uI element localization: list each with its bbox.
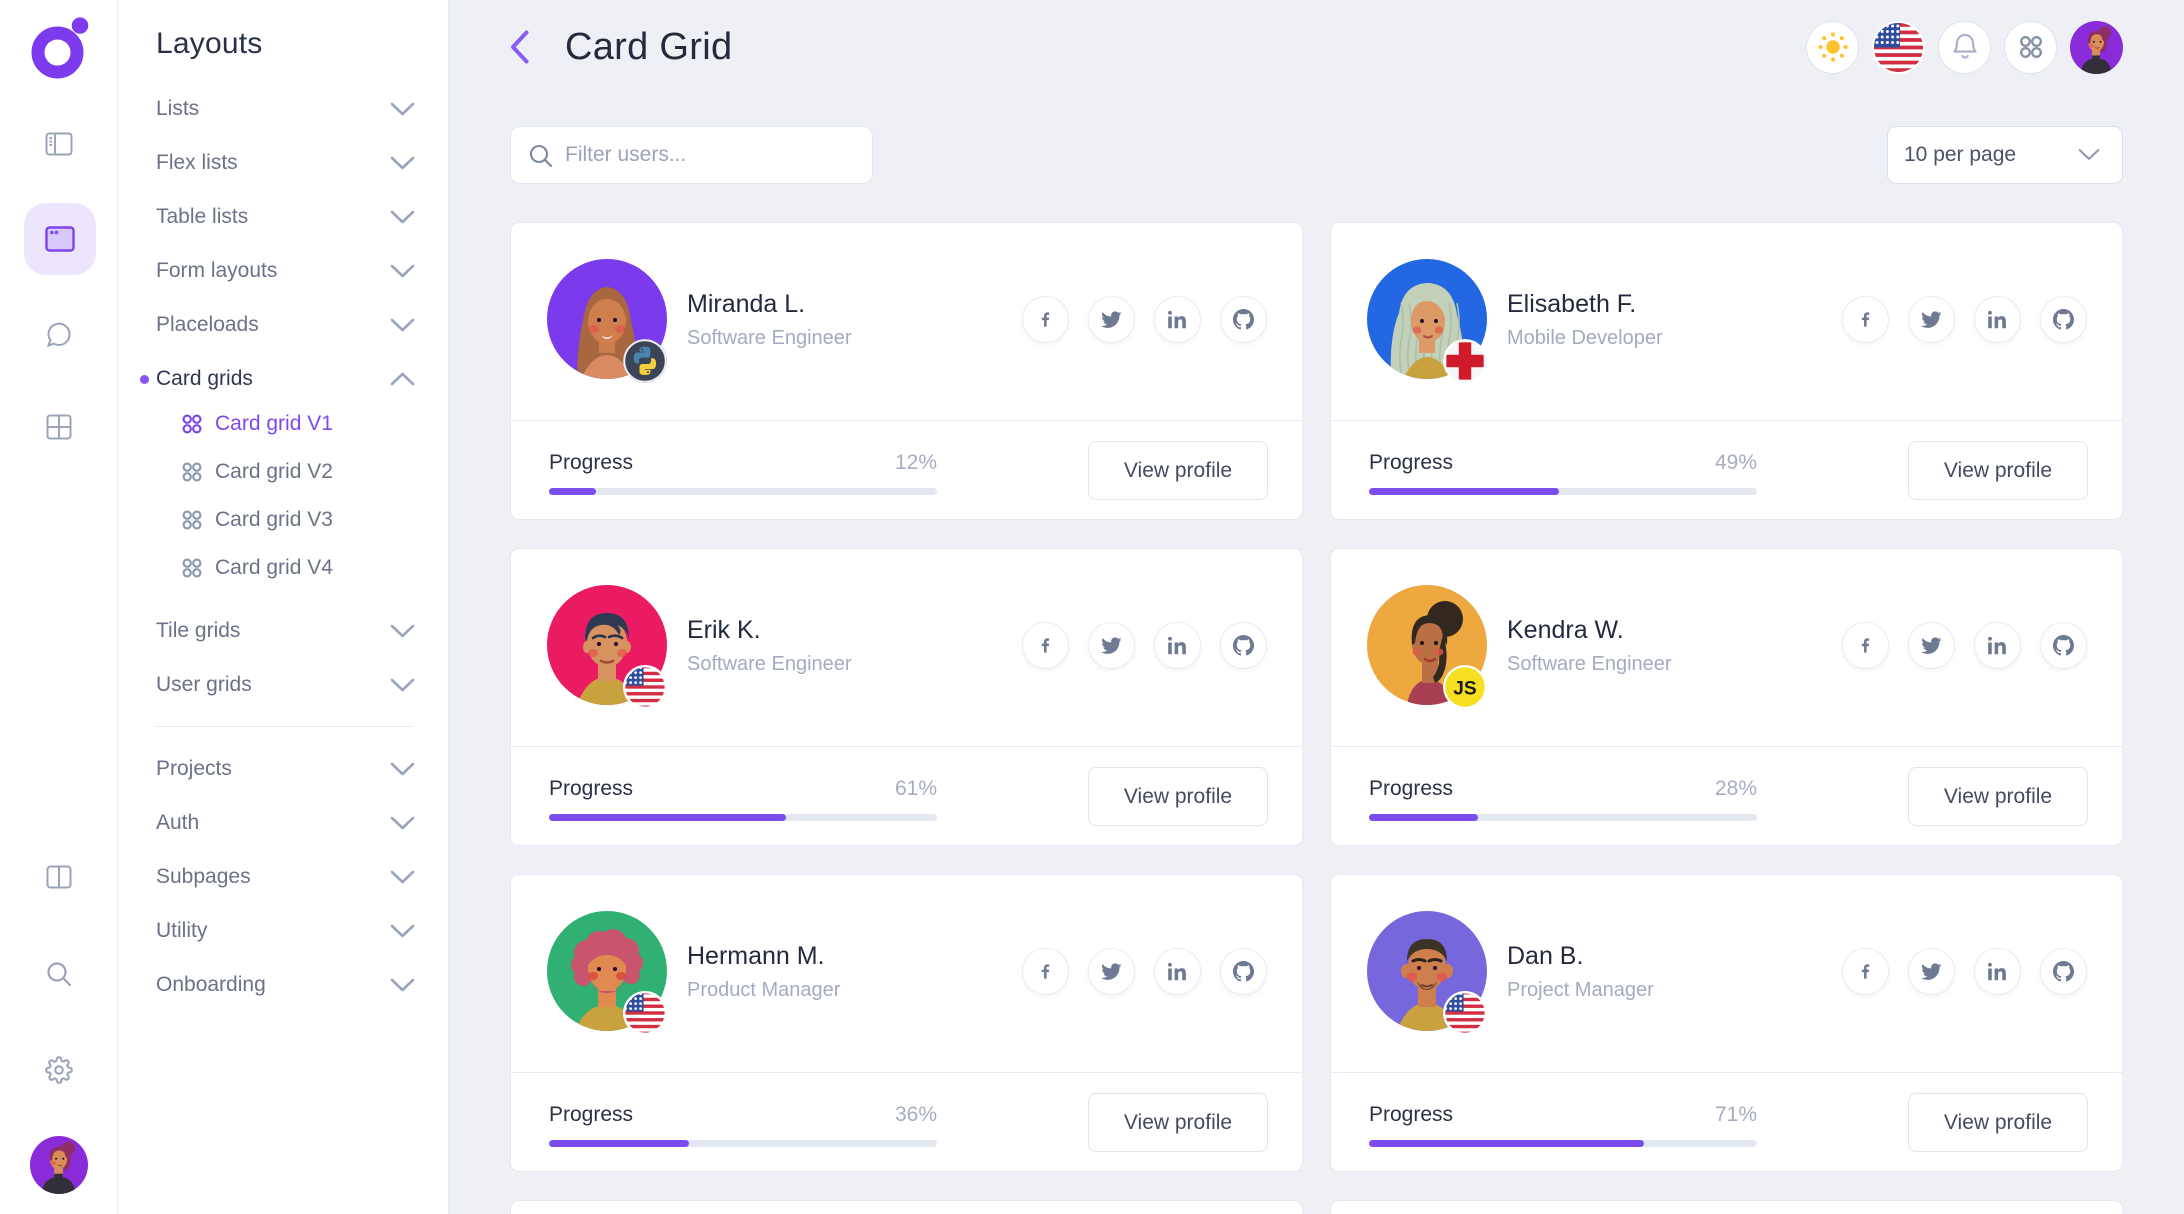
svg-text:JS: JS: [1453, 679, 1477, 700]
